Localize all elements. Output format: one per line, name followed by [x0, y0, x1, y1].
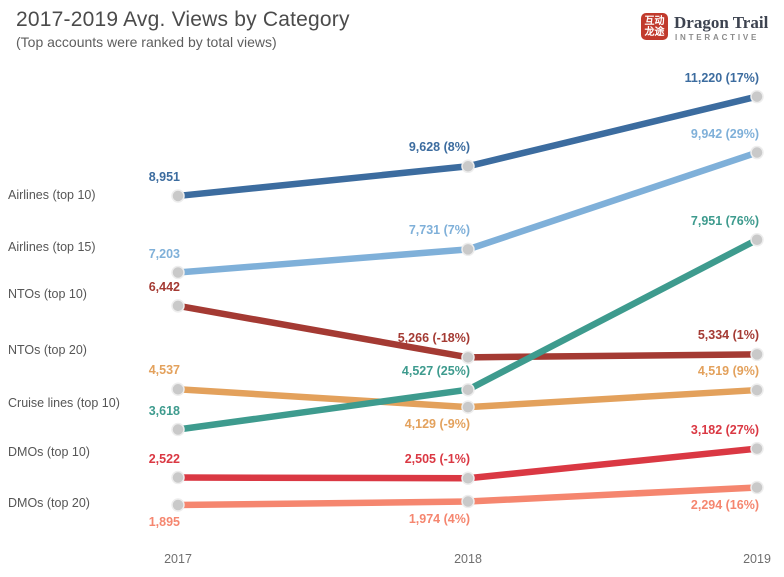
point-marker[interactable] [461, 400, 475, 414]
chart-title: 2017-2019 Avg. Views by Category [16, 8, 350, 31]
point-marker[interactable] [750, 441, 764, 456]
point-marker[interactable] [171, 470, 185, 485]
point-marker[interactable] [171, 382, 185, 397]
point-marker[interactable] [750, 232, 764, 247]
point-marker[interactable] [750, 480, 764, 495]
point-marker[interactable] [461, 159, 475, 174]
point-marker[interactable] [461, 242, 475, 257]
point-marker[interactable] [750, 89, 764, 104]
seal-text-bottom: 龙途 [644, 26, 665, 38]
point-marker[interactable] [171, 189, 185, 203]
point-marker[interactable] [750, 383, 764, 397]
point-marker[interactable] [461, 494, 475, 509]
series-line-2[interactable] [174, 302, 761, 361]
logo-tagline: INTERACTIVE [675, 33, 760, 42]
point-marker[interactable] [461, 471, 475, 486]
point-marker[interactable] [461, 382, 475, 397]
point-marker[interactable] [750, 347, 764, 362]
point-marker[interactable] [171, 265, 185, 280]
logo-brand-name: Dragon Trail [674, 13, 769, 32]
seal-text-top: 互动 [644, 15, 665, 27]
point-marker[interactable] [461, 350, 475, 365]
chart-subtitle: (Top accounts were ranked by total views… [16, 34, 277, 50]
point-marker[interactable] [171, 299, 185, 313]
point-marker[interactable] [171, 498, 185, 512]
point-marker[interactable] [750, 145, 764, 160]
point-marker[interactable] [171, 422, 185, 437]
dragon-trail-seal-icon: 互动 龙途 [641, 13, 668, 40]
